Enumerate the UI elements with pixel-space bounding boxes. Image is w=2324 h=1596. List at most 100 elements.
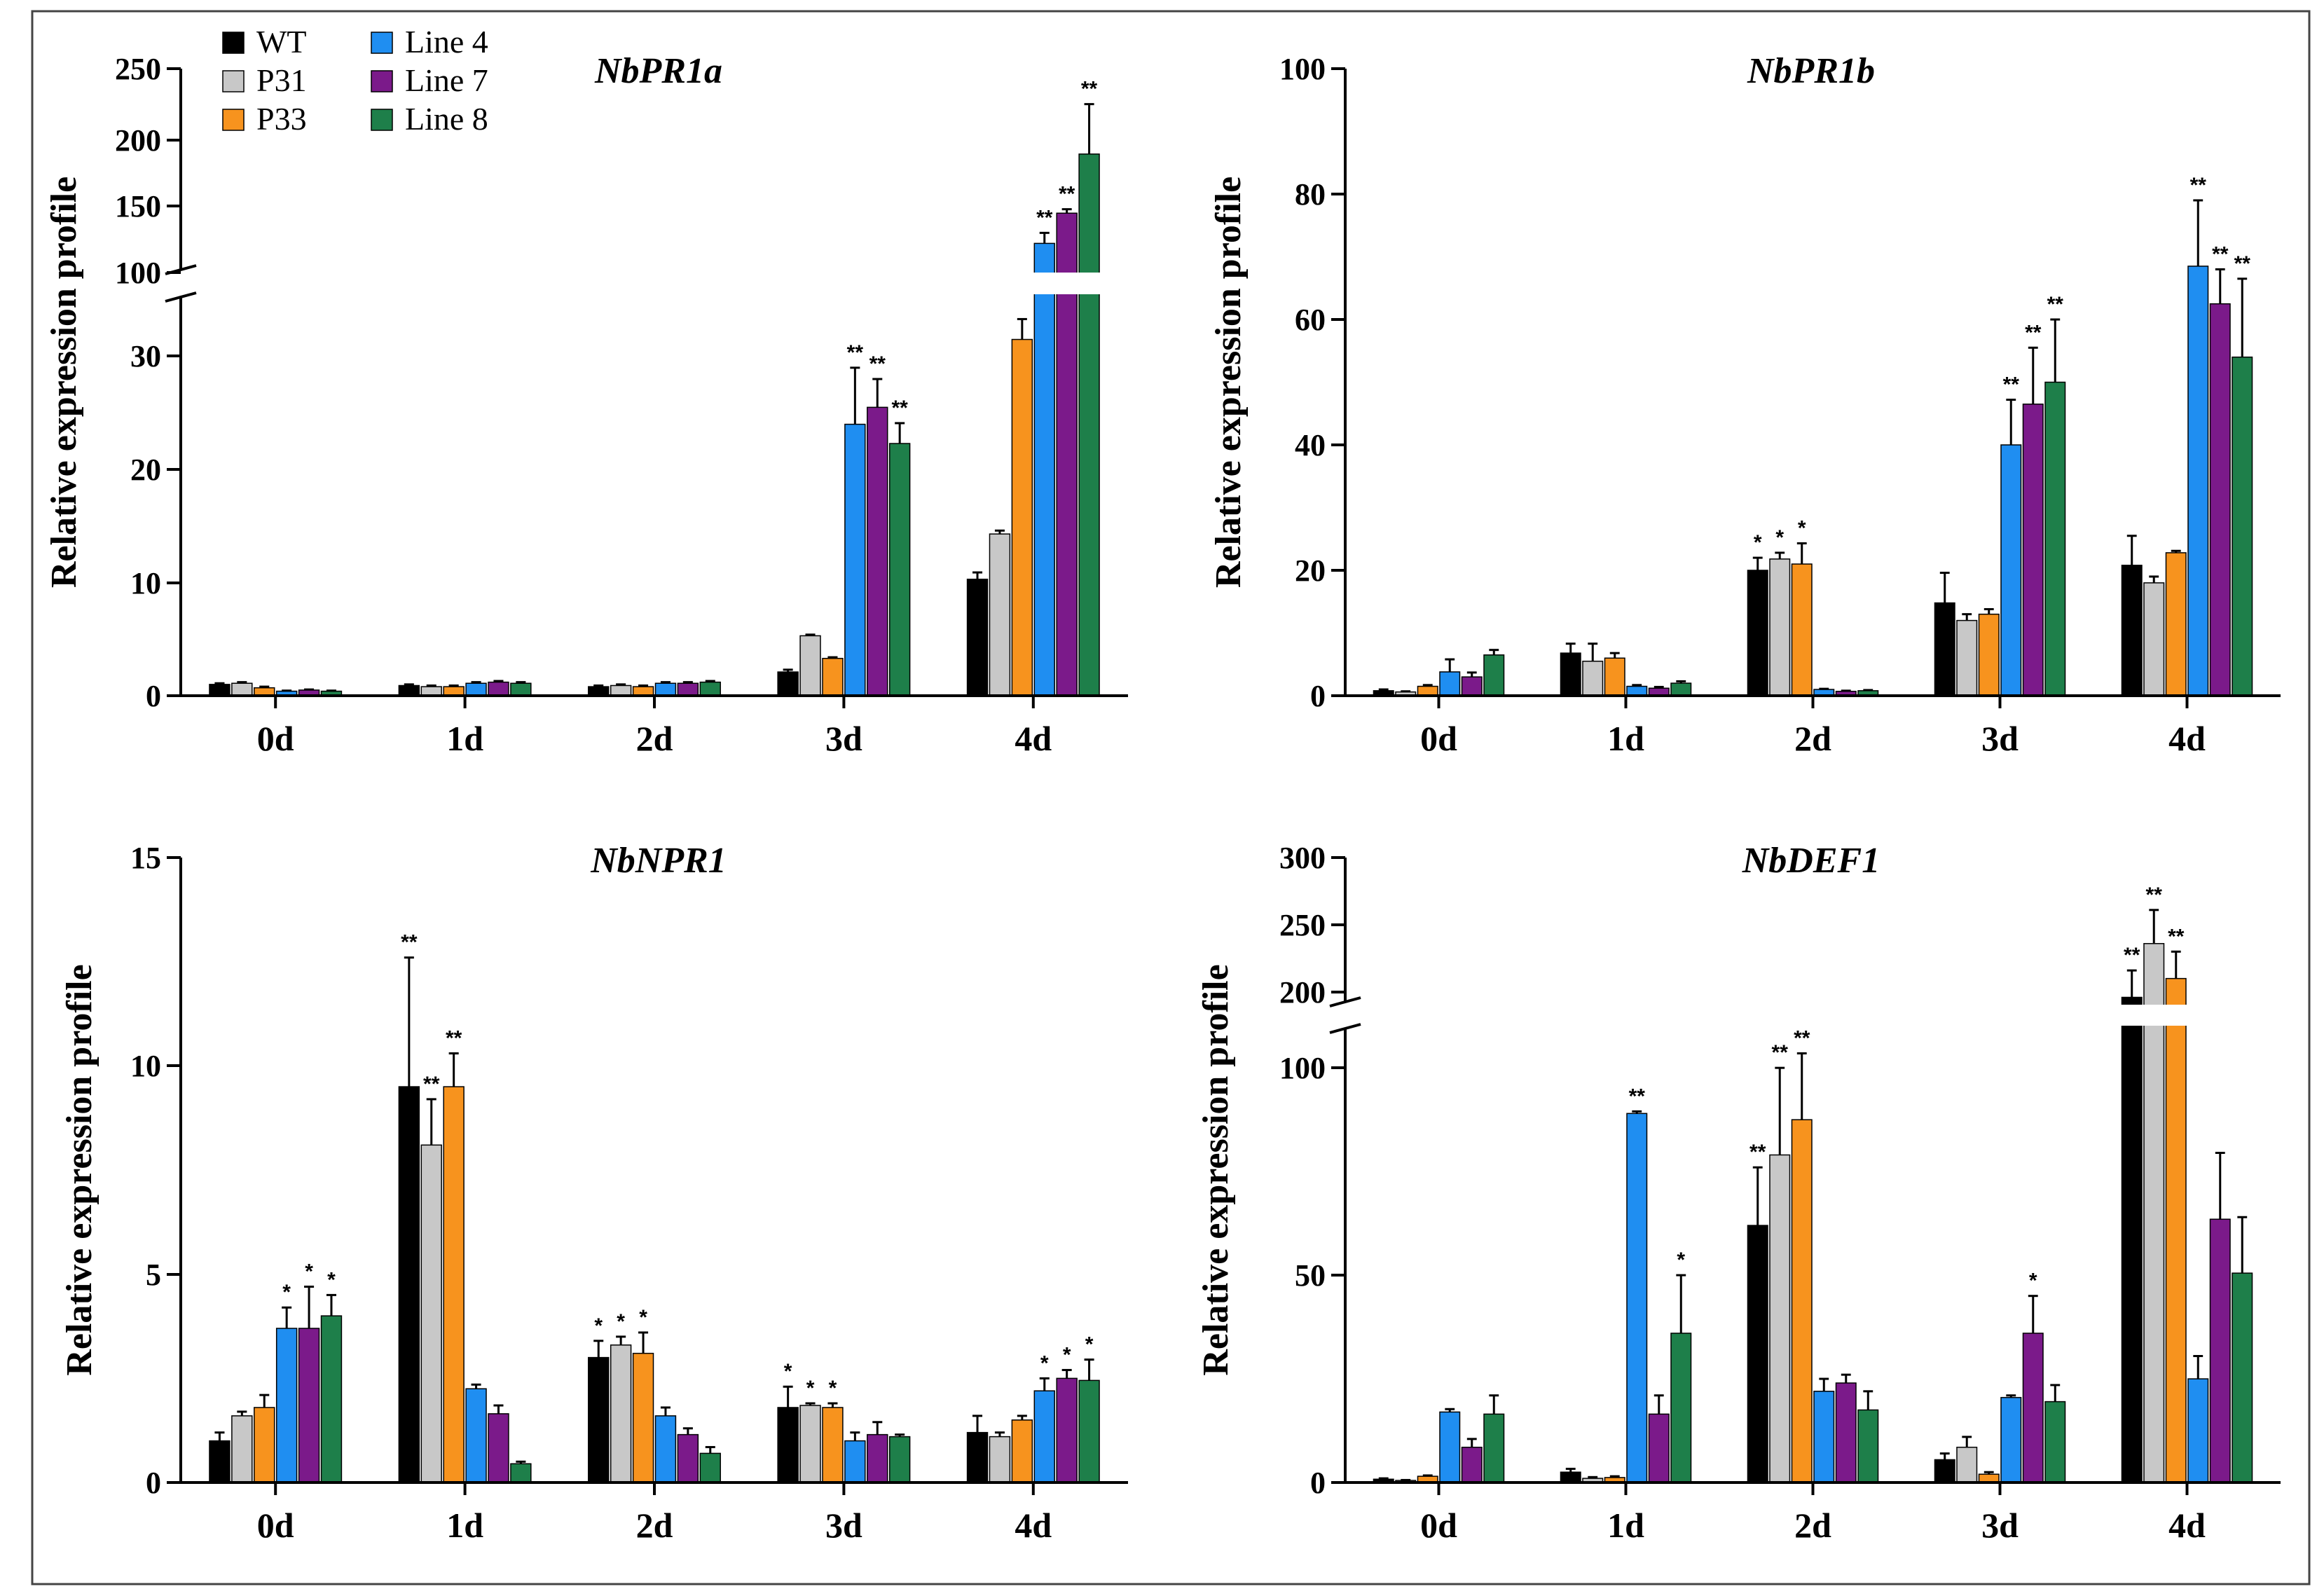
bar-p31-3d <box>799 1405 821 1483</box>
bar-p33-3d <box>822 657 844 696</box>
y-tick-label: 200 <box>1279 975 1326 1010</box>
bar-p31-4d <box>989 533 1011 696</box>
bar-line-7-3d <box>2022 404 2044 696</box>
x-tick-label: 4d <box>2168 1506 2206 1545</box>
bar-p33-0d <box>1417 685 1438 696</box>
figure-border <box>31 10 2311 1585</box>
significance-mark: * <box>1754 531 1762 554</box>
bar-line-4-2d <box>1813 1391 1835 1483</box>
significance-mark: ** <box>847 341 864 364</box>
panel-nbnpr1: NbNPR1 ** *0d******1d* * *2d** *3d* * *4d05101… <box>60 841 1128 1545</box>
bar-line-8-1d <box>1670 1333 1692 1483</box>
y-tick-label: 100 <box>1279 1051 1326 1085</box>
bar-line-8-3d <box>2044 381 2066 696</box>
bar-p33-3d <box>1978 613 2000 696</box>
bar-line-4-1d <box>1626 685 1648 696</box>
bar-p31-3d <box>1956 1446 1978 1483</box>
y-tick-label: 5 <box>146 1258 161 1292</box>
significance-mark: * <box>784 1360 792 1383</box>
significance-mark: * <box>1677 1248 1685 1272</box>
bar-line-7-0d <box>1461 1446 1483 1483</box>
significance-mark: * <box>282 1281 291 1304</box>
x-tick-label: 0d <box>257 1506 294 1545</box>
bar-line-7-1d <box>488 1413 509 1483</box>
bar-p33-1d <box>443 1086 465 1483</box>
y-tick-label: 10 <box>130 1049 161 1083</box>
bar-p33-2d <box>1791 563 1813 696</box>
significance-mark: * <box>617 1310 625 1333</box>
bar-line-7-4d <box>2209 303 2231 696</box>
legend-swatch <box>222 70 245 92</box>
y-tick-label: 0 <box>1310 1466 1326 1500</box>
significance-mark: ** <box>869 352 886 376</box>
x-tick-label: 3d <box>1981 719 2019 758</box>
x-tick-label: 0d <box>257 719 294 758</box>
significance-mark: ** <box>1059 183 1075 206</box>
y-tick-label: 250 <box>115 52 161 86</box>
significance-mark: ** <box>2212 242 2229 266</box>
bar-wt-1d <box>398 685 420 696</box>
bar-line-8-4d <box>1078 1380 1100 1483</box>
y-tick-label: 60 <box>1295 303 1326 337</box>
significance-mark: ** <box>401 931 418 954</box>
significance-mark: * <box>305 1260 313 1284</box>
bar-line-4-1d <box>465 1388 487 1483</box>
bar-p31-1d <box>1582 661 1604 696</box>
legend-label: Line 4 <box>405 24 488 60</box>
bar-line-7-3d <box>867 406 888 696</box>
bar-wt-4d <box>966 578 989 696</box>
y-tick-label: 0 <box>146 679 161 713</box>
bar-wt-4d <box>2121 996 2143 1483</box>
bar-line-7-0d <box>298 1328 320 1483</box>
x-tick-label: 3d <box>1981 1506 2019 1545</box>
significance-mark: ** <box>1772 1041 1789 1064</box>
y-tick-label: 50 <box>1295 1258 1326 1293</box>
bar-line-4-4d <box>2187 1378 2209 1483</box>
y-tick-label: 300 <box>1279 841 1326 875</box>
bar-line-7-3d <box>2022 1333 2044 1483</box>
bar-wt-4d <box>2121 565 2143 696</box>
significance-mark: * <box>594 1314 603 1337</box>
bar-wt-2d <box>1747 570 1768 696</box>
bar-line-4-0d <box>275 1328 298 1483</box>
bar-wt-0d <box>209 1440 231 1483</box>
legend-swatch <box>222 109 245 131</box>
bar-line-4-4d <box>1033 1390 1055 1483</box>
bar-p31-2d <box>1769 1154 1791 1483</box>
significance-mark: ** <box>1749 1141 1766 1164</box>
y-tick-label: 30 <box>130 339 161 373</box>
bar-wt-1d <box>1560 1471 1581 1483</box>
axis-break-gap <box>1347 1005 2282 1026</box>
bar-wt-0d <box>209 684 231 696</box>
y-axis-label: Relative expression profile <box>60 964 99 1375</box>
panel-nbpr1b: NbPR1b 0d 1d* * *2d******3d**** **4d02040608… <box>1209 51 2281 758</box>
bar-line-8-2d <box>699 681 721 696</box>
bar-line-8-3d <box>2044 1401 2066 1483</box>
x-tick-label: 4d <box>1015 1506 1052 1545</box>
bar-line-4-3d <box>2000 1396 2022 1483</box>
bar-line-8-4d <box>2232 1272 2253 1483</box>
significance-mark: * <box>806 1377 815 1400</box>
x-tick-label: 0d <box>1420 1506 1457 1545</box>
bar-wt-3d <box>777 1407 799 1483</box>
bar-p31-2d <box>1769 558 1791 696</box>
bar-line-7-3d <box>867 1433 888 1483</box>
significance-mark: ** <box>2190 174 2207 197</box>
legend-label: P33 <box>256 101 307 137</box>
panel-nbpr1a: NbPR1a 0d 1d 2d** ****3d******4d01020301001… <box>44 51 1129 758</box>
bar-p33-4d <box>1011 1419 1033 1483</box>
significance-mark: ** <box>2146 883 2163 907</box>
bar-p31-2d <box>610 685 632 696</box>
significance-mark: ** <box>446 1026 462 1050</box>
bar-p31-1d <box>420 1144 442 1483</box>
bar-wt-1d <box>1560 652 1581 696</box>
significance-mark: * <box>1798 517 1806 540</box>
panel-title: NbPR1b <box>1747 51 1875 91</box>
bar-line-7-1d <box>488 681 509 696</box>
bar-line-7-4d <box>1056 1377 1078 1483</box>
y-tick-label: 0 <box>146 1466 161 1500</box>
significance-mark: ** <box>2168 925 2185 948</box>
legend-swatch <box>371 109 393 131</box>
y-tick-label: 250 <box>1279 908 1326 942</box>
y-tick-label: 40 <box>1295 428 1326 462</box>
